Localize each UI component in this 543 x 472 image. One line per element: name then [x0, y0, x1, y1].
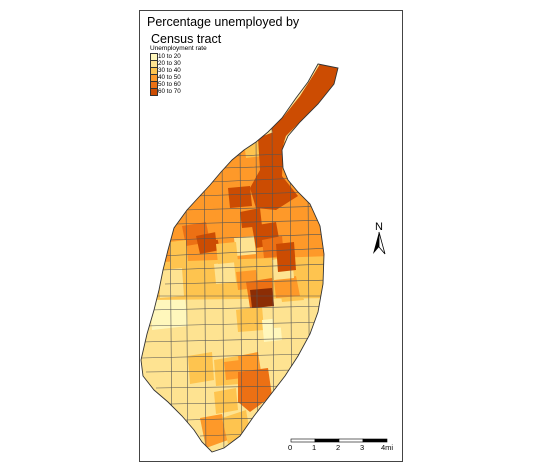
tract: [184, 266, 214, 298]
tract: [234, 236, 256, 256]
north-arrow-left: [373, 232, 379, 254]
tract: [236, 306, 264, 332]
tract: [188, 352, 214, 384]
north-label: N: [375, 221, 383, 233]
scale-segment: [290, 438, 316, 443]
legend-label: 30 to 40: [158, 66, 181, 74]
tract-line: [159, 153, 331, 285]
tract: [200, 414, 228, 448]
scale-bar: [290, 438, 388, 443]
tract-boundaries: [141, 123, 331, 452]
scale-label: 0: [288, 443, 293, 452]
tract: [238, 368, 272, 412]
tract: [158, 378, 190, 406]
city-outline: [140, 63, 339, 453]
legend-title: Unemployment rate: [150, 45, 207, 52]
tract-highest: [250, 288, 274, 308]
tract-layer: [141, 64, 338, 452]
legend-swatch: [150, 88, 158, 96]
north-arrow-right: [378, 231, 386, 255]
scale-label: 2: [336, 443, 341, 452]
north-arrow: N: [373, 221, 386, 255]
scale-label: 1: [312, 443, 317, 452]
tract: [270, 298, 304, 328]
tract: [150, 298, 188, 330]
tract: [214, 388, 238, 414]
tract: [196, 232, 220, 254]
legend-label: 20 to 30: [158, 59, 181, 67]
scale-segment: [314, 438, 340, 443]
scale-label: 4mi: [381, 443, 394, 452]
tract-line: [169, 123, 311, 452]
tract: [160, 268, 184, 298]
legend-label: 60 to 70: [158, 87, 181, 95]
tract-northernmost: [270, 64, 338, 148]
tract: [224, 360, 242, 380]
tract: [170, 240, 188, 264]
tract: [228, 186, 252, 208]
legend-label: 50 to 60: [158, 80, 181, 88]
tract: [250, 128, 298, 210]
tract: [276, 242, 296, 272]
tract: [214, 218, 238, 240]
scale-segment: [338, 438, 364, 443]
tract: [296, 250, 326, 284]
map-title-line-1: Percentage unemployed by: [147, 15, 300, 29]
tract: [294, 204, 324, 250]
map-title-line-2: Census tract: [151, 32, 222, 46]
legend-label: 40 to 50: [158, 73, 181, 81]
legend-label: 10 to 20: [158, 52, 181, 60]
tract: [214, 262, 236, 284]
scale-segment: [362, 438, 388, 443]
scale-label: 3: [360, 443, 365, 452]
